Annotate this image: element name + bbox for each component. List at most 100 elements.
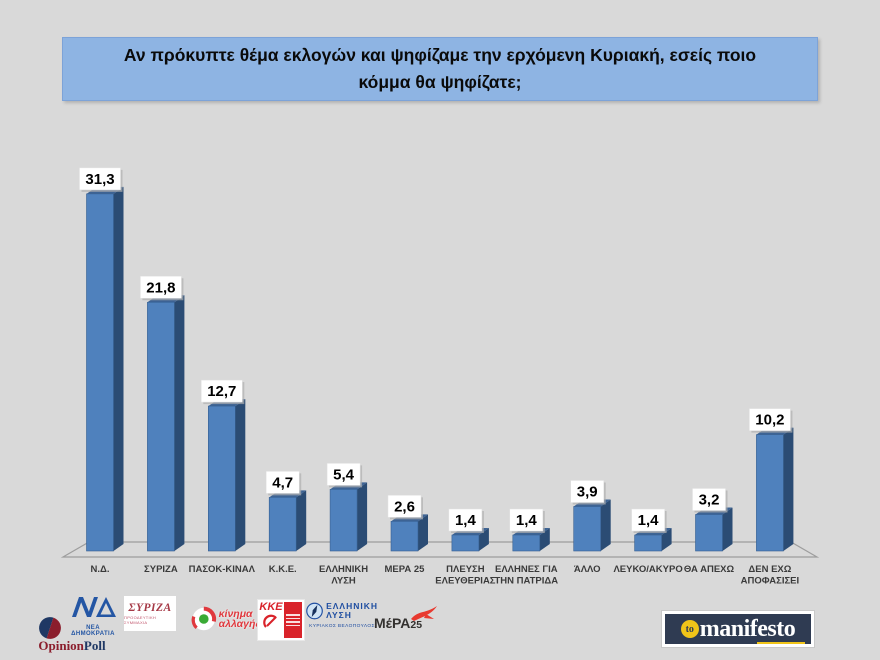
bar-value-label: 3,2	[699, 491, 720, 508]
value-label-box	[201, 379, 243, 403]
mera25-word: ΜέΡΑ	[374, 615, 411, 631]
bar-column	[86, 193, 114, 552]
value-label-box	[265, 471, 300, 494]
manifesto-wordmark: manifesto	[699, 616, 796, 642]
category-label: ΆΛΛΟ	[574, 564, 601, 575]
manifesto-to-badge: to	[680, 620, 699, 638]
category-label: ΘΑ ΑΠΕΧΩ	[684, 564, 735, 575]
bar-value-label: 2,6	[394, 498, 415, 515]
bar-column	[147, 301, 175, 552]
bar-column	[512, 534, 541, 552]
bar-side-face	[418, 514, 428, 551]
nd-emblem-icon	[72, 597, 116, 617]
bar-side-face	[600, 499, 611, 551]
bar-column	[695, 514, 723, 552]
bar-side-face	[722, 507, 733, 551]
bar-value-label: 4,7	[272, 474, 293, 491]
chart-title: Αν πρόκυπτε θέμα εκλογών και ψηφίζαμε τη…	[62, 37, 818, 101]
syriza-party-name: ΣΥΡΙΖΑ	[128, 602, 172, 614]
opinionpoll-logo: OpinionPoll	[22, 614, 122, 656]
bar-value-label: 10,2	[755, 412, 784, 429]
bar-side-face	[174, 295, 185, 551]
manifesto-banner: to manifesto	[665, 614, 811, 644]
mera25-number: 25	[410, 619, 423, 631]
lysi-line2: ΛΥΣΗ	[326, 610, 352, 620]
mera25-bird-icon	[411, 606, 437, 621]
manifesto-logo: to manifesto	[662, 611, 814, 647]
category-label: ΣΥΡΙΖΑ	[144, 564, 178, 575]
bar-side-face	[235, 399, 246, 551]
value-label-box	[692, 488, 726, 511]
bar-side-face	[783, 427, 794, 551]
value-label-box	[387, 495, 422, 518]
bar-side-face	[539, 528, 550, 551]
kinima-allagis-name: κίνημα αλλαγής	[218, 607, 261, 630]
elliniki-lysi-emblem-icon	[306, 602, 323, 620]
bar-value-label: 1,4	[516, 512, 538, 529]
kinima-allagis-emblem-icon	[191, 606, 217, 631]
bar-value-label: 1,4	[638, 512, 660, 529]
value-label-box	[570, 480, 604, 503]
bar-column	[329, 489, 358, 552]
bar-side-face	[296, 490, 307, 551]
bar-column	[390, 521, 419, 552]
bar-side-face	[357, 482, 368, 551]
opinionpoll-circle-icon	[39, 617, 61, 639]
category-label: Κ.Κ.Ε.	[269, 564, 297, 575]
value-label-box	[749, 408, 791, 431]
hammer-sickle-icon	[263, 614, 277, 628]
bar-value-label: 12,7	[207, 383, 236, 400]
lysi-line1: ΕΛΛΗΝΙΚΗ	[326, 600, 378, 611]
bar-value-label: 1,4	[455, 512, 477, 529]
bar-column	[634, 534, 662, 552]
bar-side-face	[113, 186, 124, 551]
value-label-box	[326, 463, 361, 486]
category-label: ΜΕΡΑ 25	[385, 564, 426, 575]
category-label: ΛΥΣΗ	[331, 576, 356, 587]
mera25-party-logo: ΜέΡΑ25	[374, 606, 438, 637]
elliniki-lysi-name: ΕΛΛΗΝΙΚΗ ΛΥΣΗ	[326, 600, 378, 621]
nd-party-name: ΝΕΑ ΔΗΜΟΚΡΑΤΙΑ	[71, 625, 115, 637]
category-label: ΤΗΝ ΠΑΤΡΙΔΑ	[495, 576, 559, 587]
category-label: Ν.Δ.	[91, 564, 110, 575]
bar-value-label: 21,8	[146, 279, 175, 296]
bar-column	[573, 506, 602, 552]
kke-party-name: ΚΚΕ	[259, 601, 283, 613]
nd-party-logo: ΝΕΑ ΔΗΜΟΚΡΑΤΙΑ	[64, 595, 122, 637]
mera25-name: ΜέΡΑ25	[374, 615, 422, 631]
category-label: ΕΛΛΗΝΙΚΗ	[319, 564, 368, 575]
bar-value-label: 31,3	[85, 171, 114, 188]
bar-side-face	[478, 528, 489, 551]
kke-left-panel: ΚΚΕ	[258, 600, 284, 640]
bar-column	[208, 405, 236, 552]
elliniki-lysi-leader-name: ΚΥΡΙΑΚΟΣ ΒΕΛΟΠΟΥΛΟΣ	[309, 624, 375, 629]
category-label: ΔΕΝ ΕΧΩ	[748, 564, 791, 575]
manifesto-accent-line	[757, 641, 805, 644]
bar-value-label: 5,4	[333, 466, 355, 483]
bar-side-face	[661, 528, 672, 551]
value-label-box	[631, 508, 665, 532]
opinionpoll-word-poll: Poll	[83, 638, 106, 653]
opinionpoll-word-opinion: Opinion	[38, 638, 84, 653]
kinima-line1: κίνημα	[218, 607, 253, 620]
syriza-party-logo: ΣΥΡΙΖΑ ΠΡΟΟΔΕΥΤΙΚΗ ΣΥΜΜΑΧΙΑ	[124, 596, 176, 631]
category-label: ΑΠΟΦΑΣΙΣΕΙ	[741, 576, 800, 587]
pasok-kinal-party-logo: κίνημα αλλαγής	[191, 599, 261, 639]
bar-value-label: 3,9	[577, 484, 598, 501]
bar-column	[756, 434, 784, 552]
category-label: ΠΛΕΥΣΗ	[446, 564, 485, 575]
syriza-tagline: ΠΡΟΟΔΕΥΤΙΚΗ ΣΥΜΜΑΧΙΑ	[124, 615, 157, 625]
bar-column	[451, 534, 480, 552]
value-label-box	[448, 508, 483, 532]
kke-red-banner	[284, 602, 302, 638]
value-label-box	[79, 167, 121, 191]
value-label-box	[509, 508, 544, 532]
category-label: ΕΛΛΗΝΕΣ ΓΙΑ	[495, 564, 558, 575]
category-label: ΛΕΥΚΟ/ΑΚΥΡΟ	[613, 564, 682, 575]
chart-title-text: Αν πρόκυπτε θέμα εκλογών και ψηφίζαμε τη…	[123, 44, 757, 92]
category-label: ΕΛΕΥΘΕΡΙΑΣ	[435, 576, 496, 587]
opinionpoll-wordmark: OpinionPoll	[22, 638, 122, 654]
elliniki-lysi-party-logo: ΕΛΛΗΝΙΚΗ ΛΥΣΗ ΚΥΡΙΑΚΟΣ ΒΕΛΟΠΟΥΛΟΣ	[306, 600, 378, 642]
value-label-box	[140, 276, 182, 299]
